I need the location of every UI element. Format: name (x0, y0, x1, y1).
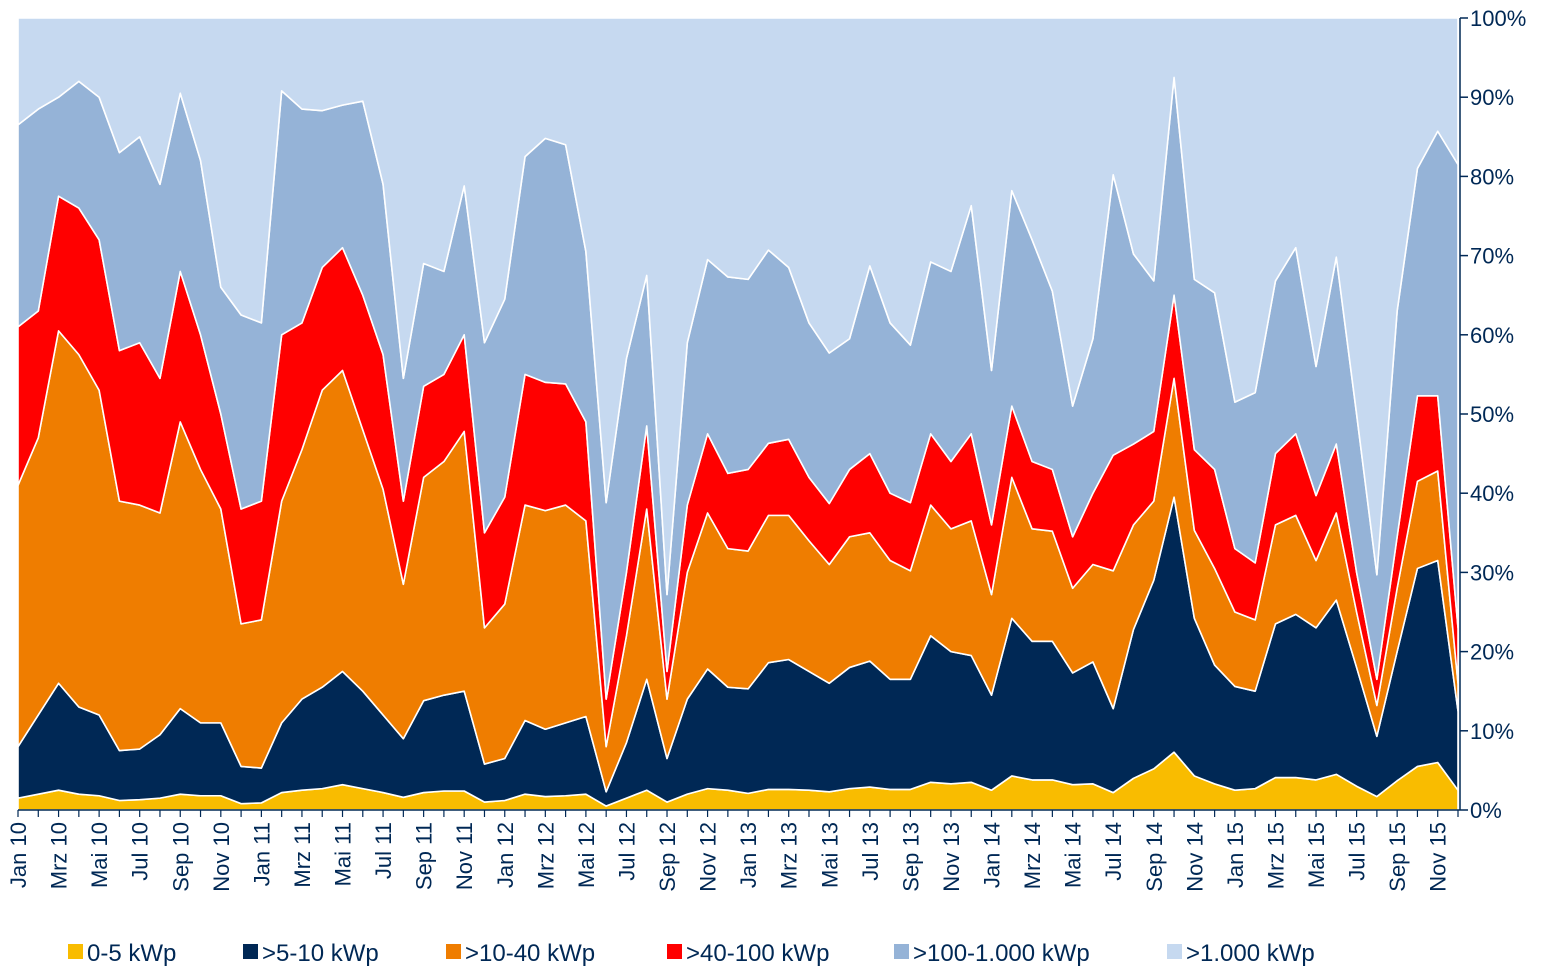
y-tick-label: 70% (1470, 244, 1514, 269)
legend-label: >40-100 kWp (686, 940, 829, 966)
x-tick-label: Mrz 10 (47, 822, 72, 889)
x-tick-label: Jan 14 (980, 822, 1005, 888)
y-tick-label: 40% (1470, 481, 1514, 506)
x-tick-label: Mai 12 (574, 822, 599, 888)
x-tick-label: Mrz 12 (533, 822, 558, 889)
x-tick-label: Sep 13 (898, 822, 923, 892)
x-tick-label: Mrz 11 (290, 822, 315, 888)
x-tick-label: Mai 14 (1061, 822, 1086, 888)
legend-swatch (667, 944, 682, 959)
legend-swatch (894, 944, 909, 959)
x-tick-label: Mai 10 (87, 822, 112, 888)
legend-label: >1.000 kWp (1186, 940, 1315, 966)
x-tick-label: Sep 14 (1142, 822, 1167, 892)
x-tick-label: Sep 12 (655, 822, 680, 892)
x-tick-label: Mai 15 (1304, 822, 1329, 888)
x-tick-label: Nov 15 (1426, 822, 1451, 892)
x-tick-label: Jan 10 (6, 822, 31, 888)
x-tick-label: Jan 15 (1223, 822, 1248, 888)
x-tick-label: Jul 14 (1101, 822, 1126, 881)
y-tick-label: 0% (1470, 798, 1502, 823)
x-tick-label: Jul 11 (371, 822, 396, 879)
x-tick-label: Jan 11 (249, 822, 274, 886)
x-tick-label: Nov 14 (1182, 822, 1207, 892)
x-tick-label: Mrz 15 (1263, 822, 1288, 889)
y-tick-label: 100% (1470, 6, 1526, 31)
legend-swatch (243, 944, 258, 959)
y-tick-label: 10% (1470, 719, 1514, 744)
x-tick-label: Nov 11 (452, 822, 477, 890)
x-tick-label: Jan 13 (736, 822, 761, 888)
x-tick-label: Nov 10 (209, 822, 234, 892)
x-tick-label: Mrz 14 (1020, 822, 1045, 889)
x-tick-label: Sep 15 (1385, 822, 1410, 892)
y-tick-label: 20% (1470, 640, 1514, 665)
x-tick-label: Mrz 13 (777, 822, 802, 889)
x-tick-label: Nov 12 (696, 822, 721, 892)
y-tick-label: 30% (1470, 560, 1514, 585)
y-tick-label: 90% (1470, 85, 1514, 110)
x-tick-label: Mai 11 (331, 822, 356, 886)
x-tick-label: Jul 10 (128, 822, 153, 881)
x-tick-label: Jul 12 (614, 822, 639, 881)
legend-label: >5-10 kWp (262, 940, 379, 966)
legend-label: 0-5 kWp (87, 940, 176, 966)
legend-swatch (1167, 944, 1182, 959)
y-tick-label: 80% (1470, 164, 1514, 189)
x-tick-label: Jul 13 (858, 822, 883, 881)
y-tick-label: 50% (1470, 402, 1514, 427)
area (17, 17, 1459, 596)
legend-label: >100-1.000 kWp (913, 940, 1090, 966)
legend-swatch (68, 944, 83, 959)
x-tick-label: Jul 15 (1345, 822, 1370, 881)
x-tick-label: Sep 11 (412, 822, 437, 890)
x-tick-label: Sep 10 (168, 822, 193, 892)
x-tick-label: Nov 13 (939, 822, 964, 892)
x-tick-label: Jan 12 (493, 822, 518, 888)
legend-label: >10-40 kWp (465, 940, 595, 966)
legend-swatch (446, 944, 461, 959)
x-tick-label: Mai 13 (817, 822, 842, 888)
y-tick-label: 60% (1470, 323, 1514, 348)
